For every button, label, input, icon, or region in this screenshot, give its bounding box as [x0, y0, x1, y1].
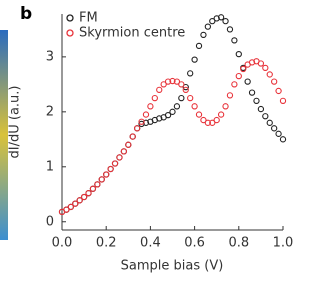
data-point: [157, 87, 162, 92]
data-point: [280, 137, 285, 142]
data-point: [245, 79, 250, 84]
data-point: [188, 95, 193, 100]
data-point: [254, 98, 259, 103]
y-tick-label: 3: [46, 49, 54, 64]
data-point: [236, 74, 241, 79]
data-point: [223, 104, 228, 109]
panel-label: b: [20, 4, 32, 24]
data-point: [135, 126, 140, 131]
legend-marker: [67, 15, 73, 21]
data-point: [227, 93, 232, 98]
data-point: [276, 88, 281, 93]
data-point: [148, 104, 153, 109]
legend-label: FM: [79, 11, 98, 26]
data-point: [249, 90, 254, 95]
data-point: [99, 177, 104, 182]
x-axis-label: Sample bias (V): [121, 259, 224, 274]
x-tick-label: 0.4: [140, 236, 161, 251]
data-point: [126, 142, 131, 147]
data-point: [179, 95, 184, 100]
data-point: [117, 155, 122, 160]
data-point: [267, 120, 272, 125]
data-point: [188, 71, 193, 76]
data-point: [104, 172, 109, 177]
data-point: [130, 134, 135, 139]
data-point: [196, 112, 201, 117]
data-point: [108, 166, 113, 171]
data-point: [121, 149, 126, 154]
data-point: [223, 19, 228, 24]
data-point: [205, 24, 210, 29]
data-point: [90, 186, 95, 191]
data-point: [192, 104, 197, 109]
data-point: [219, 112, 224, 117]
x-tick-label: 1.0: [273, 236, 294, 251]
data-point: [258, 61, 263, 66]
data-point: [112, 161, 117, 166]
y-tick-label: 0: [46, 214, 54, 229]
data-point: [263, 65, 268, 70]
data-point: [272, 126, 277, 131]
data-point: [232, 82, 237, 87]
x-tick-label: 0.6: [184, 236, 205, 251]
y-tick-label: 2: [46, 104, 54, 119]
data-point: [267, 72, 272, 77]
data-point: [86, 191, 91, 196]
data-point: [95, 182, 100, 187]
data-point: [263, 114, 268, 119]
data-point: [227, 27, 232, 32]
data-point: [179, 82, 184, 87]
data-point: [258, 106, 263, 111]
data-point: [82, 194, 87, 199]
data-point: [236, 52, 241, 57]
y-tick-label: 1: [46, 159, 54, 174]
data-point: [272, 79, 277, 84]
legend-label: Skyrmion centre: [79, 26, 185, 41]
data-point: [192, 57, 197, 62]
data-point: [170, 109, 175, 114]
data-point: [280, 98, 285, 103]
x-tick-label: 0.8: [228, 236, 249, 251]
data-point: [276, 131, 281, 136]
data-point: [214, 117, 219, 122]
data-point: [143, 112, 148, 117]
data-point: [232, 38, 237, 43]
y-axis-label: dI/dU (a.u.): [8, 86, 23, 159]
x-tick-label: 0.2: [96, 236, 117, 251]
data-point: [152, 95, 157, 100]
data-point: [201, 32, 206, 37]
data-point: [196, 43, 201, 48]
chart: b dI/dU (a.u.) Sample bias (V) 0 1 2 3 0.0 0.…: [0, 0, 296, 282]
data-point: [174, 104, 179, 109]
x-tick-label: 0.0: [52, 236, 73, 251]
legend-marker: [67, 30, 73, 36]
